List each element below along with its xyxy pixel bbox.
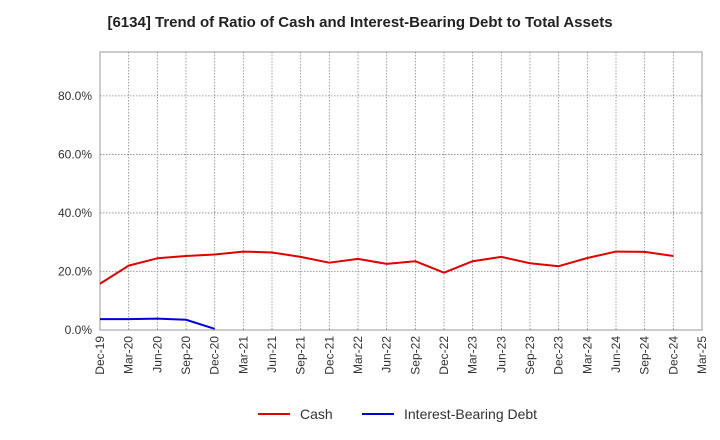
x-tick-label: Sep-22 bbox=[408, 336, 422, 375]
series-line bbox=[99, 250, 674, 285]
x-tick-label: Sep-21 bbox=[294, 336, 308, 375]
series-group bbox=[99, 250, 674, 330]
legend-label: Interest-Bearing Debt bbox=[404, 406, 537, 422]
y-tick-label: 60.0% bbox=[58, 147, 92, 161]
x-tick-label: Jun-21 bbox=[265, 336, 279, 373]
x-tick-label: Dec-21 bbox=[322, 336, 336, 375]
x-tick-label: Jun-23 bbox=[494, 336, 508, 373]
legend: Cash Interest-Bearing Debt bbox=[258, 406, 537, 422]
x-tick-label: Jun-20 bbox=[150, 336, 164, 373]
x-tick-label: Jun-22 bbox=[380, 336, 394, 373]
x-tick-label: Mar-20 bbox=[122, 336, 136, 374]
x-tick-label: Dec-22 bbox=[437, 336, 451, 375]
legend-label: Cash bbox=[300, 406, 333, 422]
x-tick-label: Dec-24 bbox=[666, 336, 680, 375]
x-tick-label: Jun-24 bbox=[609, 336, 623, 373]
x-tick-label: Mar-21 bbox=[236, 336, 250, 374]
x-tick-label: Sep-23 bbox=[523, 336, 537, 375]
x-tick-label: Dec-20 bbox=[208, 336, 222, 375]
x-tick-label: Sep-24 bbox=[638, 336, 652, 375]
x-tick-label: Dec-19 bbox=[93, 336, 107, 375]
plot-frame bbox=[99, 51, 703, 331]
y-tick-label: 0.0% bbox=[65, 323, 93, 337]
y-tick-label: 20.0% bbox=[58, 264, 92, 278]
x-tick-label: Mar-22 bbox=[351, 336, 365, 374]
x-tick-label: Mar-24 bbox=[580, 336, 594, 374]
y-tick-label: 40.0% bbox=[58, 206, 92, 220]
y-axis: 0.0% 20.0% 40.0% 60.0% 80.0% bbox=[58, 89, 92, 337]
chart-title: [6134] Trend of Ratio of Cash and Intere… bbox=[107, 14, 613, 31]
grid-lines bbox=[99, 51, 703, 331]
x-tick-label: Dec-23 bbox=[552, 336, 566, 375]
x-tick-label: Mar-25 bbox=[695, 336, 709, 374]
x-axis: Dec-19 Mar-20 Jun-20 Sep-20 Dec-20 Mar-21 Jun-… bbox=[93, 336, 709, 375]
series-line bbox=[100, 317, 215, 330]
x-tick-label: Mar-23 bbox=[466, 336, 480, 374]
y-tick-label: 80.0% bbox=[58, 89, 92, 103]
x-tick-label: Sep-20 bbox=[179, 336, 193, 375]
